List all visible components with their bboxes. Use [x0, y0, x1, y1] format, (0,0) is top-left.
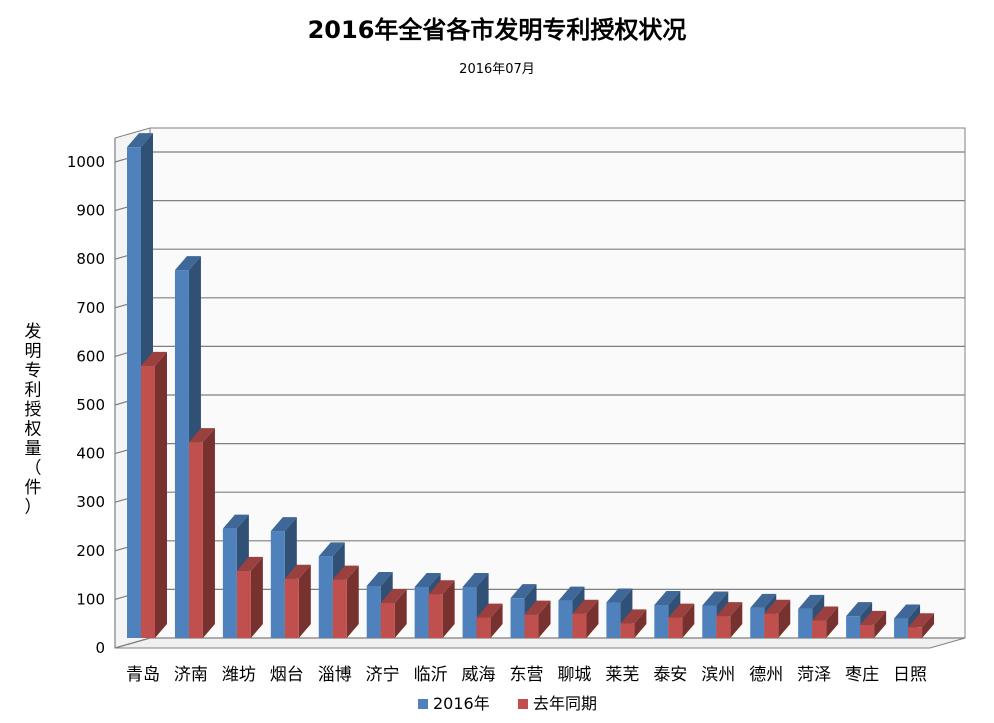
- chart-title: 2016年全省各市发明专利授权状况: [307, 16, 687, 44]
- x-tick-label: 临沂: [414, 665, 448, 685]
- x-tick-label: 枣庄: [845, 665, 879, 685]
- bar-previous: [812, 606, 839, 638]
- y-axis-label-char: 利: [25, 381, 42, 401]
- x-tick-label: 德州: [749, 665, 783, 685]
- bar-previous: [620, 609, 647, 638]
- bar-previous: [668, 603, 695, 638]
- y-tick-label: 200: [76, 542, 105, 560]
- bar-previous: [380, 589, 407, 638]
- x-axis-tick-labels: 青岛 济南 潍坊 烟台 淄博 济宁 临沂 威海 东营 聊城 莱芜 泰安 滨州 德州 菏泽 枣庄 日照: [126, 665, 927, 685]
- bar-previous: [476, 603, 503, 638]
- y-tick-label: 300: [76, 493, 105, 511]
- legend-label: 去年同期: [533, 694, 597, 713]
- y-tick-label: 700: [76, 299, 105, 317]
- y-axis-label-char: 权: [25, 420, 42, 440]
- bar-previous: [332, 565, 359, 638]
- y-axis-label-char: 量: [25, 439, 42, 459]
- y-axis-label-char: 专: [25, 361, 42, 381]
- x-tick-label: 莱芜: [605, 665, 639, 685]
- bar-previous: [908, 613, 935, 638]
- y-tick-label: 900: [76, 202, 105, 220]
- bar-previous: [188, 428, 215, 638]
- x-tick-label: 淄博: [318, 665, 352, 685]
- x-tick-label: 东营: [510, 665, 544, 685]
- x-tick-label: 滨州: [701, 665, 735, 685]
- x-tick-label: 烟台: [270, 665, 304, 685]
- y-tick-label: 800: [76, 250, 105, 268]
- floor: [114, 637, 966, 649]
- y-axis-label-char: 发: [25, 322, 42, 342]
- legend-label: 2016年: [433, 694, 490, 713]
- y-axis-label-char: 明: [25, 342, 42, 362]
- y-axis-label-char: 授: [25, 400, 42, 420]
- chart-subtitle: 2016年07月: [459, 62, 535, 77]
- y-axis-label-char: ）: [25, 498, 42, 518]
- y-axis-label-char: 件: [25, 478, 42, 498]
- x-tick-label: 济宁: [366, 665, 400, 685]
- y-axis-tick-labels: 0 100 200 300 400 500 600 700 800 900 1000: [67, 153, 105, 657]
- y-axis-label-char: （: [25, 459, 42, 479]
- x-tick-label: 泰安: [653, 665, 687, 685]
- y-tick-label: 500: [76, 396, 105, 414]
- x-tick-label: 青岛: [126, 665, 160, 685]
- legend-swatch: [518, 699, 528, 709]
- y-tick-label: 0: [95, 639, 105, 657]
- x-tick-label: 济南: [174, 665, 208, 685]
- legend-swatch: [418, 699, 428, 709]
- bar-previous: [284, 564, 311, 638]
- bar-previous: [716, 602, 743, 638]
- y-tick-label: 400: [76, 445, 105, 463]
- y-tick-label: 1000: [67, 153, 105, 171]
- bar-previous: [428, 580, 455, 638]
- bar-previous: [764, 599, 791, 638]
- x-tick-label: 潍坊: [222, 665, 256, 685]
- bar-previous: [141, 351, 167, 638]
- x-tick-label: 威海: [462, 665, 496, 685]
- bar-previous: [572, 599, 599, 638]
- bar-previous: [236, 556, 263, 638]
- bar-previous: [860, 610, 887, 638]
- y-tick-label: 100: [76, 590, 105, 608]
- y-tick-label: 600: [76, 347, 105, 365]
- x-tick-label: 日照: [893, 665, 927, 685]
- x-tick-label: 菏泽: [797, 665, 831, 685]
- bar-previous: [524, 600, 551, 638]
- x-tick-label: 聊城: [557, 665, 591, 685]
- chart-legend: 2016年 去年同期: [418, 694, 597, 713]
- chart-bars: [127, 133, 935, 638]
